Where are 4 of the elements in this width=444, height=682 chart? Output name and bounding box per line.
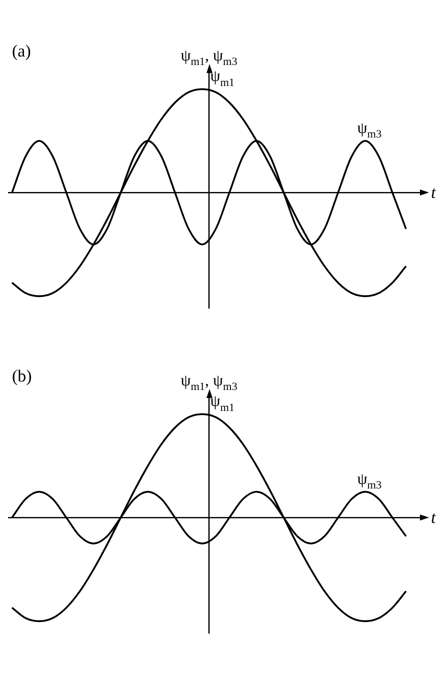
chart-title: (a) bbox=[12, 42, 31, 61]
x-axis-title: t bbox=[431, 183, 437, 202]
x-axis-title: t bbox=[431, 508, 437, 528]
chart-title: (b) bbox=[12, 366, 32, 386]
